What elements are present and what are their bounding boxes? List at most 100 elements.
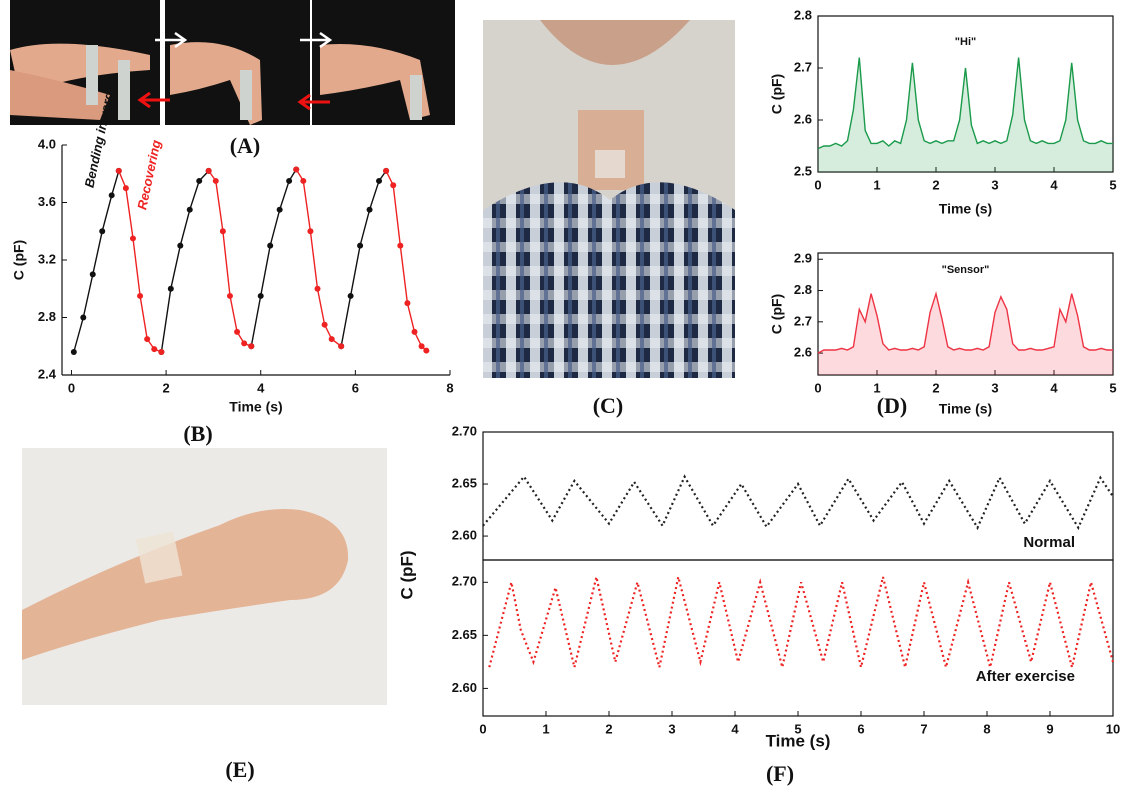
marker [329, 336, 335, 342]
x-tick-label: 0 [814, 177, 821, 192]
marker [419, 343, 425, 349]
chart-title: "Hi" [955, 36, 976, 48]
marker [220, 228, 226, 234]
y-tick-label: 2.7 [794, 313, 812, 328]
marker [300, 178, 306, 184]
annotation: After exercise [976, 668, 1075, 685]
marker [196, 178, 202, 184]
x-tick-label: 8 [983, 721, 990, 736]
marker [293, 166, 299, 172]
marker [109, 192, 115, 198]
y-tick-label: 2.8 [794, 282, 812, 297]
marker [123, 185, 129, 191]
marker [116, 168, 122, 174]
x-tick-label: 2 [932, 380, 939, 395]
marker [367, 207, 373, 213]
x-tick-label: 3 [668, 721, 675, 736]
marker [206, 168, 212, 174]
series-line [489, 577, 1113, 667]
x-tick-label: 2 [932, 177, 939, 192]
x-axis-label: Time (s) [939, 401, 992, 417]
marker [397, 243, 403, 249]
marker [71, 349, 77, 355]
photo-c [483, 20, 735, 378]
x-tick-label: 4 [1050, 177, 1058, 192]
marker [177, 243, 183, 249]
x-tick-label: 6 [857, 721, 864, 736]
marker [383, 168, 389, 174]
y-tick-label: 2.60 [452, 528, 477, 543]
y-tick-label: 2.6 [794, 345, 812, 360]
marker [277, 207, 283, 213]
y-tick-label: 2.5 [794, 163, 812, 178]
marker [412, 329, 418, 335]
marker [130, 235, 136, 241]
x-axis-label: Time (s) [766, 731, 831, 750]
marker [307, 228, 313, 234]
panel-label: (F) [766, 761, 794, 786]
y-tick-label: 2.4 [38, 366, 57, 381]
y-tick-label: 3.6 [38, 194, 56, 209]
x-tick-label: 0 [479, 721, 486, 736]
marker [227, 293, 233, 299]
marker [286, 178, 292, 184]
x-tick-label: 0 [68, 380, 75, 395]
x-axis-label: Time (s) [939, 201, 992, 217]
marker [322, 322, 328, 328]
marker [404, 300, 410, 306]
y-tick-label: 2.8 [794, 7, 812, 22]
marker [390, 182, 396, 188]
x-tick-label: 7 [920, 721, 927, 736]
marker [80, 315, 86, 321]
series-line [74, 169, 386, 352]
annotation: Normal [1023, 534, 1075, 551]
y-tick-label: 2.70 [452, 574, 477, 589]
y-axis-label: C (pF) [769, 294, 785, 334]
marker [423, 348, 429, 354]
photo-e [22, 448, 387, 705]
panel-label: (E) [225, 757, 254, 782]
marker [187, 207, 193, 213]
y-tick-label: 2.65 [452, 475, 477, 490]
marker [213, 178, 219, 184]
x-tick-label: 4 [257, 380, 265, 395]
y-axis-label: C (pF) [11, 240, 27, 280]
x-tick-label: 5 [1109, 177, 1116, 192]
x-axis-label: Time (s) [229, 399, 282, 415]
x-tick-label: 9 [1046, 721, 1053, 736]
panel-label: (A) [230, 133, 261, 158]
figure: (A) (B) (C) (D) (E) (F) 2.42.83.23.64.00… [0, 0, 1123, 794]
x-tick-label: 5 [1109, 380, 1116, 395]
x-tick-label: 0 [814, 380, 821, 395]
marker [168, 286, 174, 292]
y-tick-label: 3.2 [38, 251, 56, 266]
x-tick-label: 4 [1050, 380, 1058, 395]
y-tick-label: 2.60 [452, 680, 477, 695]
y-tick-label: 2.7 [794, 59, 812, 74]
marker [258, 293, 264, 299]
y-tick-label: 2.6 [794, 111, 812, 126]
x-tick-label: 4 [731, 721, 739, 736]
marker [234, 329, 240, 335]
panel-label: (C) [593, 393, 624, 418]
y-tick-label: 2.70 [452, 423, 477, 438]
marker [348, 293, 354, 299]
axes-frame [483, 560, 1113, 716]
panel-label: (D) [877, 393, 908, 418]
marker [315, 286, 321, 292]
chart-title: "Sensor" [942, 264, 990, 276]
marker [144, 336, 150, 342]
x-tick-label: 1 [873, 380, 880, 395]
x-tick-label: 2 [605, 721, 612, 736]
x-tick-label: 3 [991, 380, 998, 395]
y-tick-label: 2.8 [38, 309, 56, 324]
photo-a [10, 0, 455, 125]
y-tick-label: 2.9 [794, 251, 812, 266]
series-line [483, 477, 1113, 528]
series-annotation: Recovering [134, 139, 163, 211]
marker [137, 293, 143, 299]
marker [338, 343, 344, 349]
y-axis-label: C (pF) [769, 74, 785, 114]
y-axis-label: C (pF) [397, 550, 416, 599]
x-tick-label: 8 [446, 380, 453, 395]
